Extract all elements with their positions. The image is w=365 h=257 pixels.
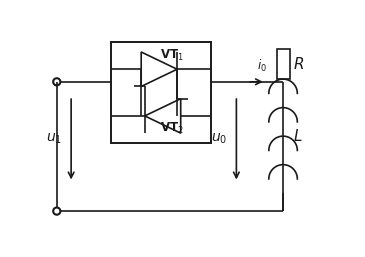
Bar (277, 49, 289, 79)
Text: $u_1$: $u_1$ (46, 132, 62, 146)
Text: $R$: $R$ (293, 56, 304, 72)
Text: $i_0$: $i_0$ (257, 58, 266, 74)
Bar (111, 42, 211, 143)
Text: VT$_1$: VT$_1$ (160, 48, 184, 63)
Text: $L$: $L$ (293, 128, 303, 144)
Text: VT$_2$: VT$_2$ (160, 121, 184, 136)
Text: $u_0$: $u_0$ (211, 132, 227, 146)
